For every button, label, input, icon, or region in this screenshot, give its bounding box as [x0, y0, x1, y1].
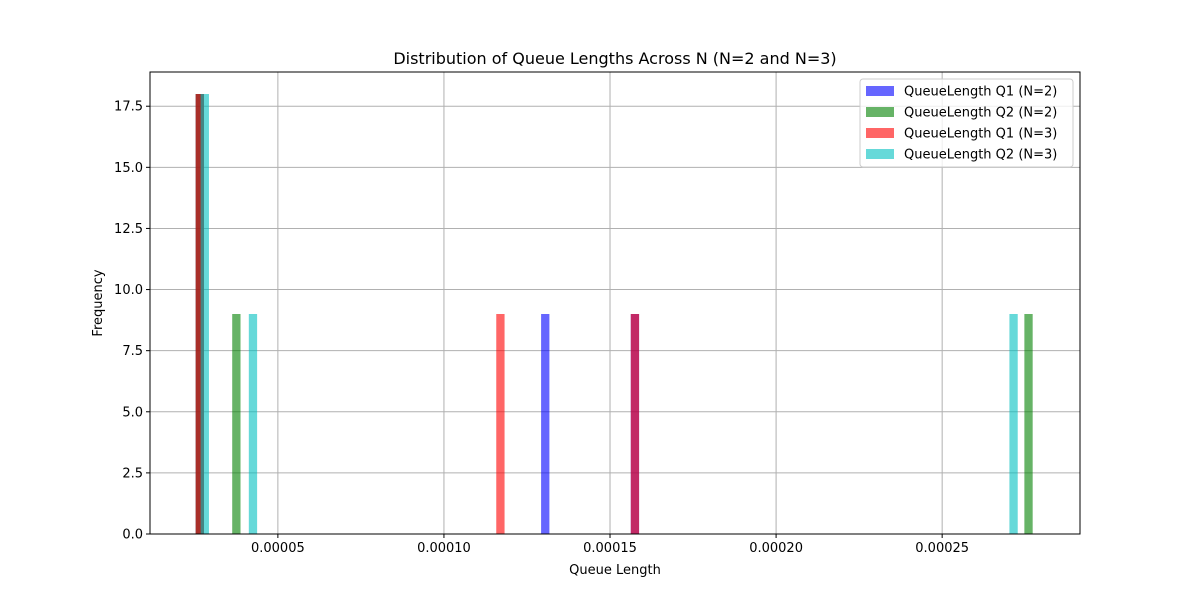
bar-series-1	[541, 314, 550, 534]
bars	[195, 94, 1033, 534]
x-tick-label: 0.00025	[915, 541, 969, 556]
bar-series-2	[1024, 314, 1033, 534]
y-tick-label: 2.5	[122, 466, 143, 481]
bar-series-3	[496, 314, 505, 534]
x-tick-label: 0.00020	[749, 541, 803, 556]
bar-series-2	[232, 314, 241, 534]
bar-series-4	[1009, 314, 1018, 534]
y-tick-label: 12.5	[114, 222, 143, 237]
legend-label: QueueLength Q2 (N=2)	[904, 106, 1057, 121]
x-tick-label: 0.00010	[417, 541, 471, 556]
legend-swatch	[866, 107, 894, 117]
x-axis-ticks: 0.00005 0.00010 0.00015 0.00020 0.00025	[251, 534, 969, 556]
y-tick-label: 17.5	[114, 100, 143, 115]
legend-swatch	[866, 149, 894, 159]
legend-label: QueueLength Q1 (N=3)	[904, 127, 1057, 142]
y-tick-label: 10.0	[114, 283, 143, 298]
bar-series-3	[630, 314, 640, 534]
y-tick-label: 15.0	[114, 161, 143, 176]
y-tick-label: 5.0	[122, 405, 143, 420]
bar-series-3	[195, 94, 204, 534]
y-axis-label: Frequency	[91, 269, 106, 336]
legend-label: QueueLength Q2 (N=3)	[904, 148, 1057, 163]
legend-frame	[859, 78, 1074, 168]
plot-frame	[149, 71, 1081, 535]
x-tick-label: 0.00005	[251, 541, 305, 556]
y-tick-label: 0.0	[122, 528, 143, 543]
bar-series-4	[248, 314, 258, 534]
y-tick-label: 7.5	[122, 344, 143, 359]
legend: QueueLength Q1 (N=2) QueueLength Q2 (N=2)…	[859, 78, 1074, 168]
legend-swatch	[866, 86, 894, 96]
y-axis-ticks: 0.0 2.5 5.0 7.5 10.0 12.5 15.0 17.5	[114, 100, 150, 543]
x-tick-label: 0.00015	[583, 541, 637, 556]
bar-series-4	[200, 94, 209, 534]
legend-swatch	[866, 128, 894, 138]
x-axis-label: Queue Length	[569, 563, 661, 578]
chart-title: Distribution of Queue Lengths Across N (…	[393, 49, 836, 68]
legend-label: QueueLength Q1 (N=2)	[904, 85, 1057, 100]
